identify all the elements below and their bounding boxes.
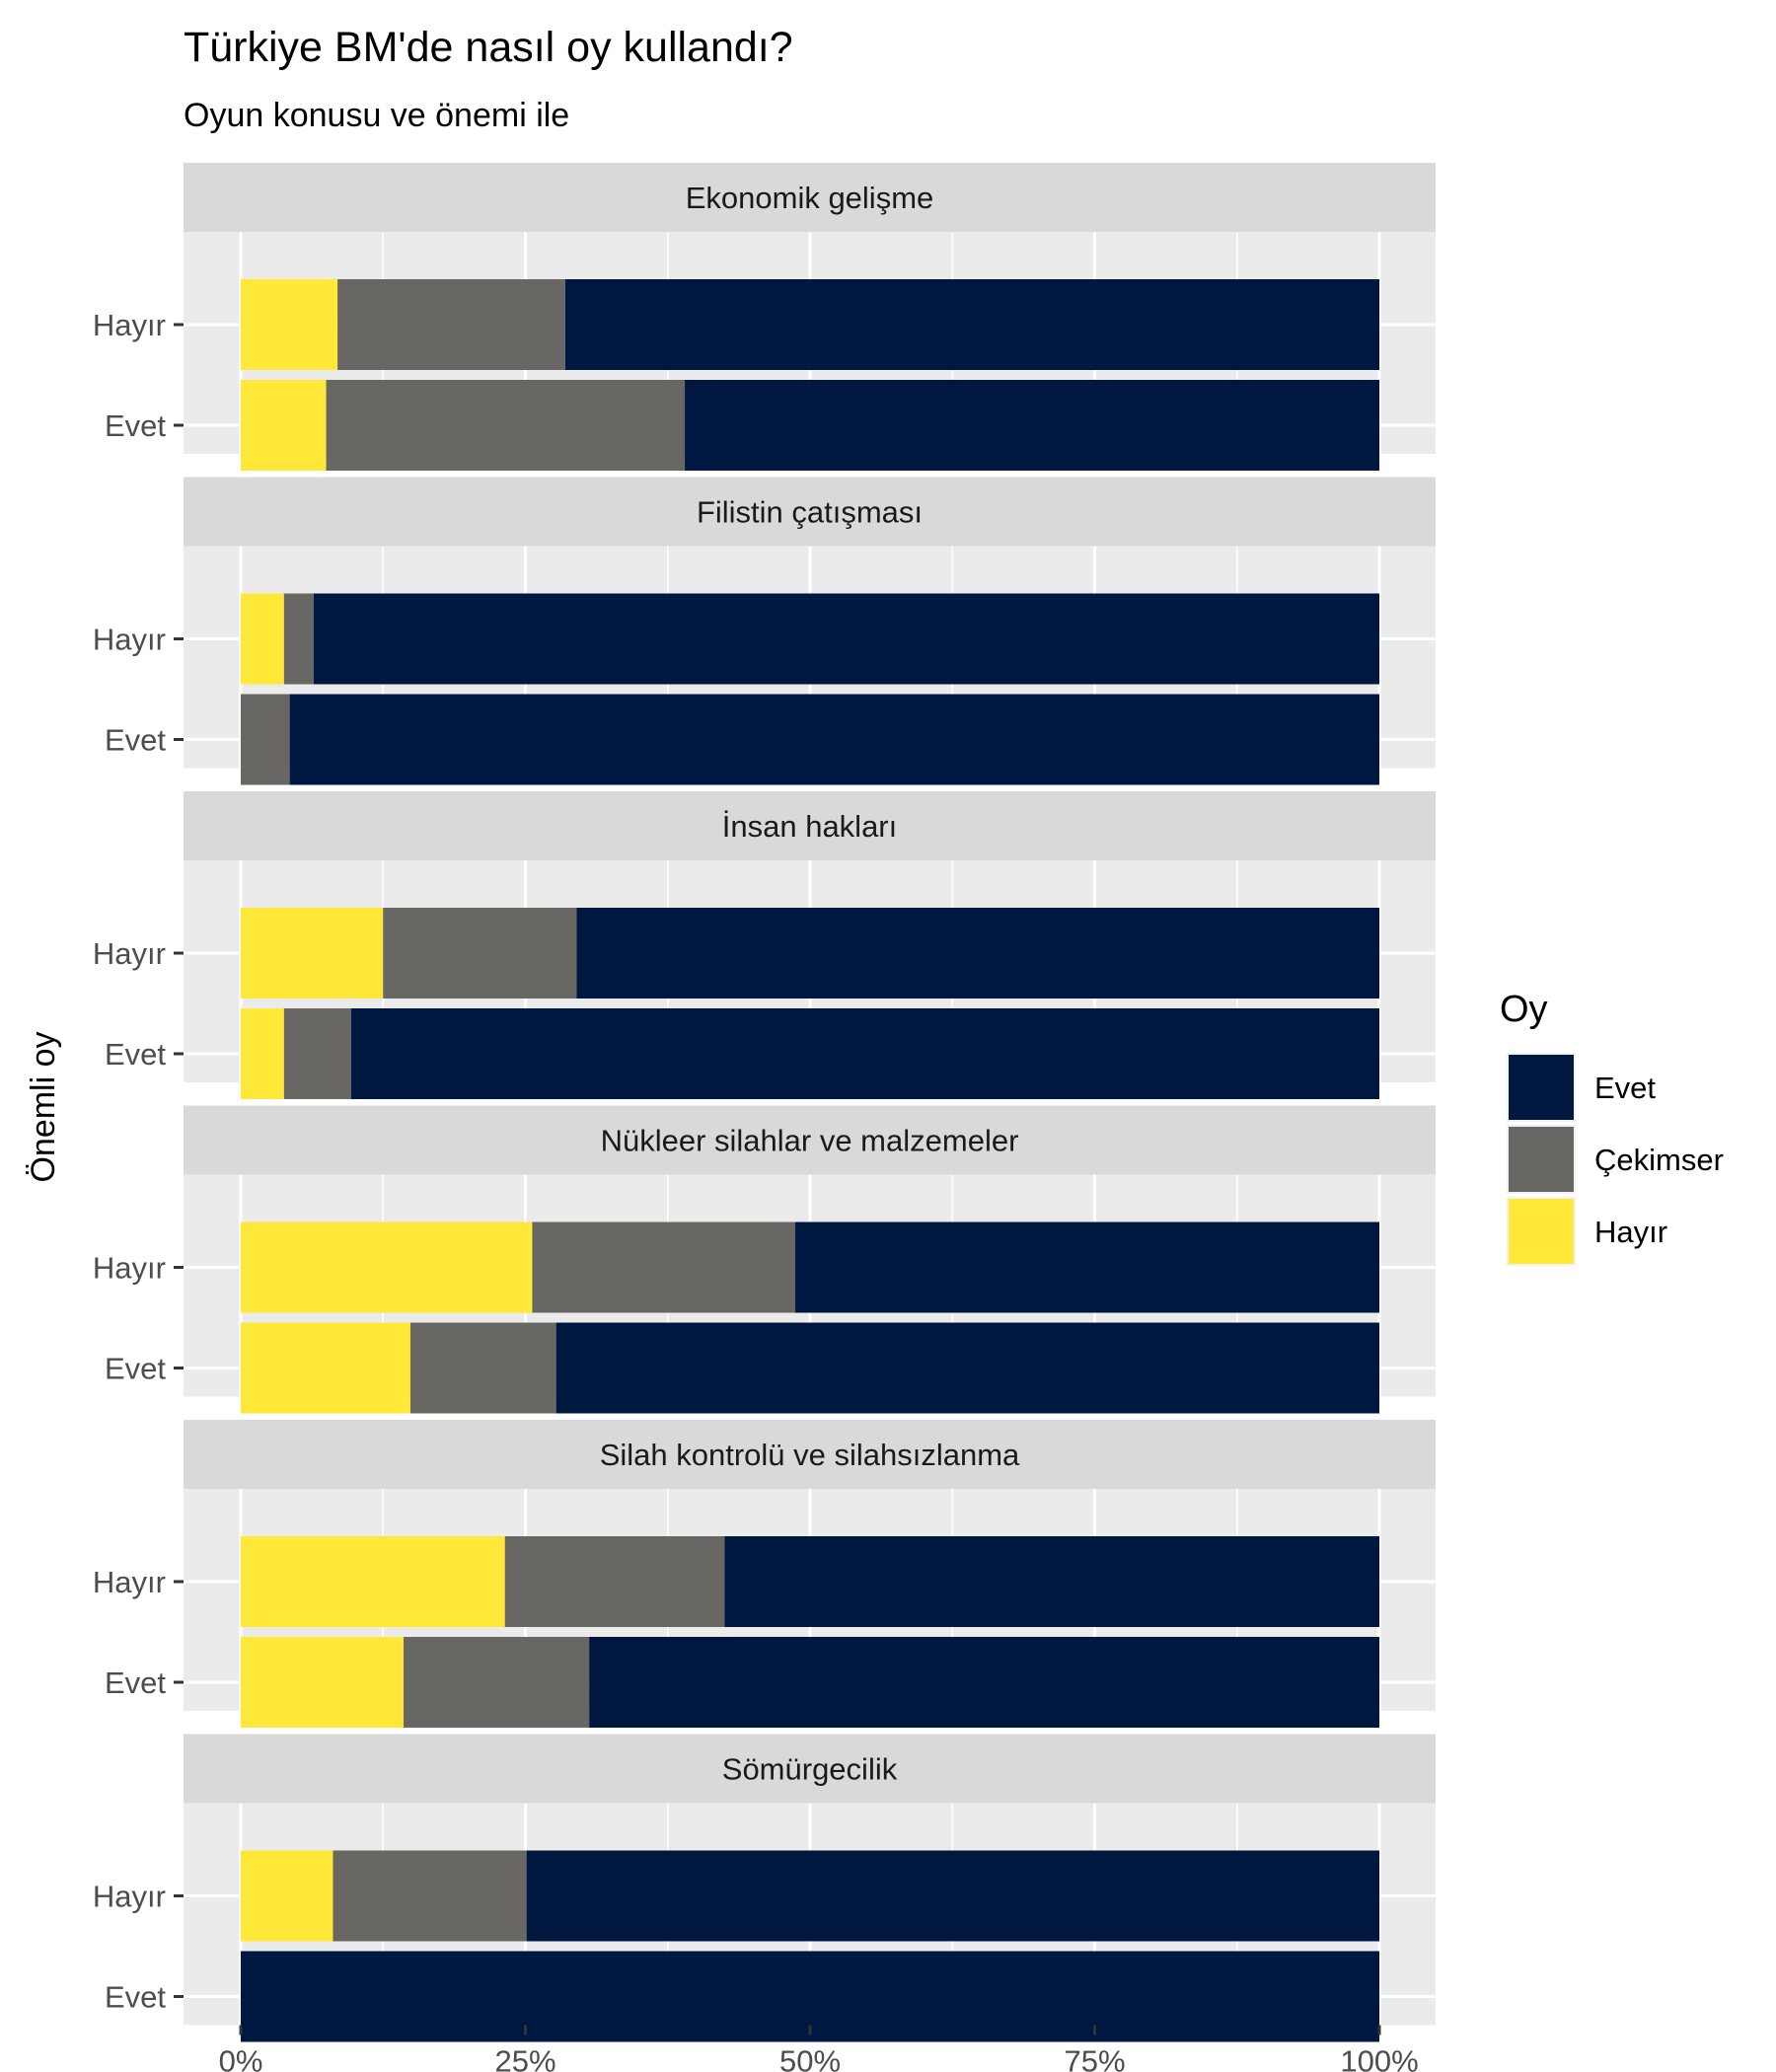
x-tick-label: 100% (1340, 2044, 1418, 2072)
bar-segment (241, 1637, 405, 1728)
bar-segment (794, 1221, 1379, 1313)
facet-strip (184, 477, 1436, 547)
facet-strip (184, 1105, 1436, 1175)
bar-segment (526, 1850, 1379, 1942)
legend-label: Hayır (1594, 1215, 1667, 1249)
bar-segment (241, 1221, 533, 1313)
facet-strip (184, 1734, 1436, 1804)
bar-segment (576, 908, 1379, 999)
facet-strip (184, 163, 1436, 232)
bar-segment (241, 279, 338, 370)
y-tick-label: Hayır (93, 936, 166, 971)
y-tick-label: Evet (105, 1665, 166, 1700)
facet-title: Filistin çatışması (697, 495, 923, 530)
y-tick-label: Evet (105, 1037, 166, 1072)
facet-panel: Ekonomik gelişme Hayır Evet (93, 163, 1436, 471)
bar-segment (589, 1637, 1379, 1728)
x-tick-label: 0% (219, 2044, 263, 2072)
legend-key (1509, 1127, 1574, 1192)
legend-label: Evet (1594, 1071, 1656, 1105)
y-tick-label: Evet (105, 723, 166, 758)
bar-segment (555, 1322, 1379, 1414)
facet-panel: Sömürgecilik Hayır Evet (93, 1734, 1436, 2042)
facet-panel: Nükleer silahlar ve malzemeler Hayır Evet (93, 1105, 1436, 1414)
facet-strip (184, 791, 1436, 860)
bar-segment (313, 593, 1380, 685)
bar-segment (241, 694, 290, 785)
y-tick-label: Evet (105, 1352, 166, 1386)
y-tick-label: Hayır (93, 308, 166, 342)
legend-label: Çekimser (1594, 1143, 1724, 1177)
bar-segment (241, 593, 284, 685)
x-tick-label: 25% (494, 2044, 555, 2072)
bar-segment (337, 279, 565, 370)
chart-title: Türkiye BM'de nasıl oy kullandı? (184, 24, 793, 71)
facet-title: Sömürgecilik (722, 1752, 898, 1787)
legend-key (1509, 1055, 1574, 1120)
bar-segment (289, 694, 1379, 785)
bar-segment (241, 1322, 410, 1414)
y-tick-label: Hayır (93, 1251, 166, 1286)
x-tick-label: 50% (779, 2044, 841, 2072)
bar-segment (241, 1008, 284, 1099)
legend-title: Oy (1500, 989, 1548, 1030)
y-tick-label: Hayır (93, 623, 166, 657)
facet-title: İnsan hakları (722, 809, 898, 844)
x-tick-label: 75% (1064, 2044, 1125, 2072)
bar-segment (283, 593, 314, 685)
y-tick-label: Hayır (93, 1565, 166, 1599)
facet-title: Ekonomik gelişme (686, 181, 934, 215)
bar-segment (564, 279, 1379, 370)
bar-segment (241, 908, 384, 999)
bar-segment (532, 1221, 795, 1313)
bar-segment (404, 1637, 590, 1728)
bar-segment (409, 1322, 556, 1414)
bar-segment (724, 1536, 1379, 1627)
y-axis-label: Önemli oy (25, 1031, 62, 1182)
bar-segment (326, 380, 686, 471)
bar-segment (241, 380, 327, 471)
facet-panel: Silah kontrolü ve silahsızlanma Hayır Evet (93, 1420, 1436, 1728)
bar-segment (685, 380, 1379, 471)
facet-panel: İnsan hakları Hayır Evet (93, 791, 1436, 1099)
bar-segment (283, 1008, 351, 1099)
y-tick-label: Evet (105, 408, 166, 443)
legend-key (1509, 1199, 1574, 1264)
facet-title: Silah kontrolü ve silahsızlanma (600, 1438, 1020, 1472)
bar-segment (333, 1850, 527, 1942)
bar-segment (241, 1850, 333, 1942)
bar-segment (350, 1008, 1379, 1099)
bar-segment (241, 1536, 505, 1627)
facet-strip (184, 1420, 1436, 1489)
legend: Oy Evet Çekimser Hayır (1500, 989, 1724, 1266)
facet-title: Nükleer silahlar ve malzemeler (601, 1124, 1019, 1158)
chart-subtitle: Oyun konusu ve önemi ile (184, 97, 569, 134)
bar-segment (383, 908, 577, 999)
facet-panel: Filistin çatışması Hayır Evet (93, 477, 1436, 785)
x-axis: 0% 25% 50% 75% 100% (219, 2025, 1419, 2072)
bar-segment (504, 1536, 725, 1627)
y-tick-label: Evet (105, 1980, 166, 2015)
y-tick-label: Hayır (93, 1880, 166, 1914)
